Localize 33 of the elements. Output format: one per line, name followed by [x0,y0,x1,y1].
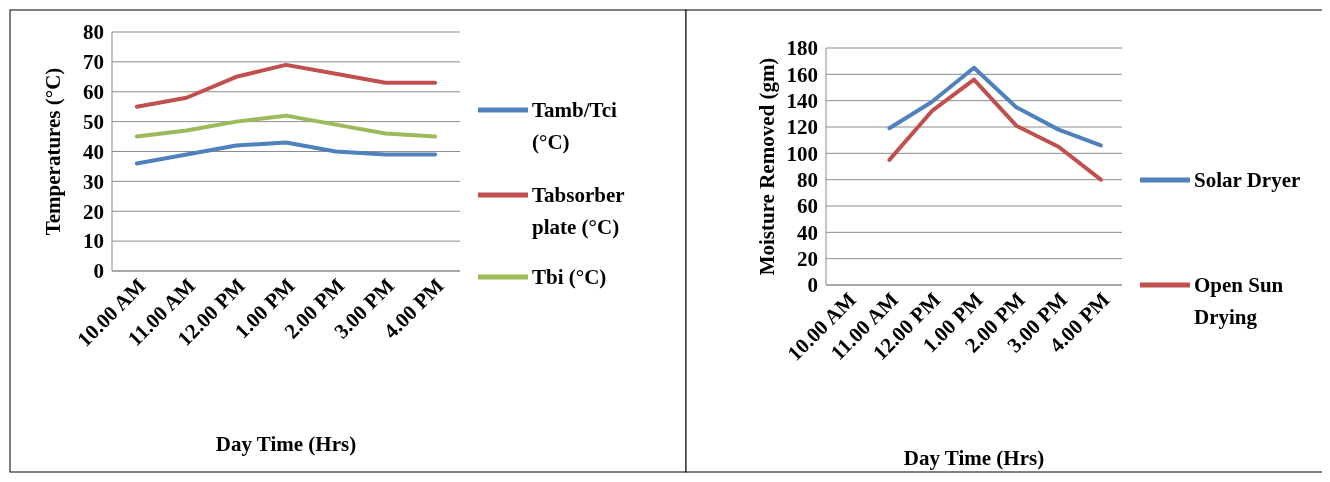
y-tick-label: 40 [83,139,104,164]
y-tick-label: 20 [797,247,818,272]
y-tick-label: 40 [797,220,818,245]
y-tick-label: 60 [797,194,818,219]
y-tick-label: 0 [807,273,818,298]
y-tick-label: 30 [83,169,104,194]
y-tick-label: 160 [786,62,818,87]
x-axis-title: Day Time (Hrs) [215,432,357,456]
y-tick-label: 20 [83,199,104,224]
y-tick-label: 10 [83,229,104,254]
legend-label: Tamb/Tci (°C) [532,98,617,155]
y-axis-title: Temperatures (°C) [41,67,65,236]
line-series [134,140,438,166]
y-tick-label: 60 [83,80,104,105]
y-tick-label: 140 [786,89,818,114]
line-series [134,62,438,109]
legend-label: Tbi (°C) [532,265,607,290]
y-tick-label: 70 [83,50,104,75]
legend-label: Open Sun Drying [1194,273,1284,330]
y-tick-label: 120 [786,115,818,140]
y-tick-label: 50 [83,109,104,134]
y-tick-label: 100 [786,141,818,166]
line-series [134,113,438,139]
y-tick-label: 180 [786,36,818,61]
line-series [887,77,1103,182]
y-tick-label: 80 [797,168,818,193]
x-axis-title: Day Time (Hrs) [903,446,1045,470]
y-tick-label: 0 [93,259,104,284]
line-series [887,65,1103,148]
y-axis-title: Moisture Removed (gm) [755,57,779,276]
legend-label: Tabsorber plate (°C) [532,183,625,240]
y-tick-label: 80 [83,20,104,45]
legend-label: Solar Dryer [1194,168,1301,193]
